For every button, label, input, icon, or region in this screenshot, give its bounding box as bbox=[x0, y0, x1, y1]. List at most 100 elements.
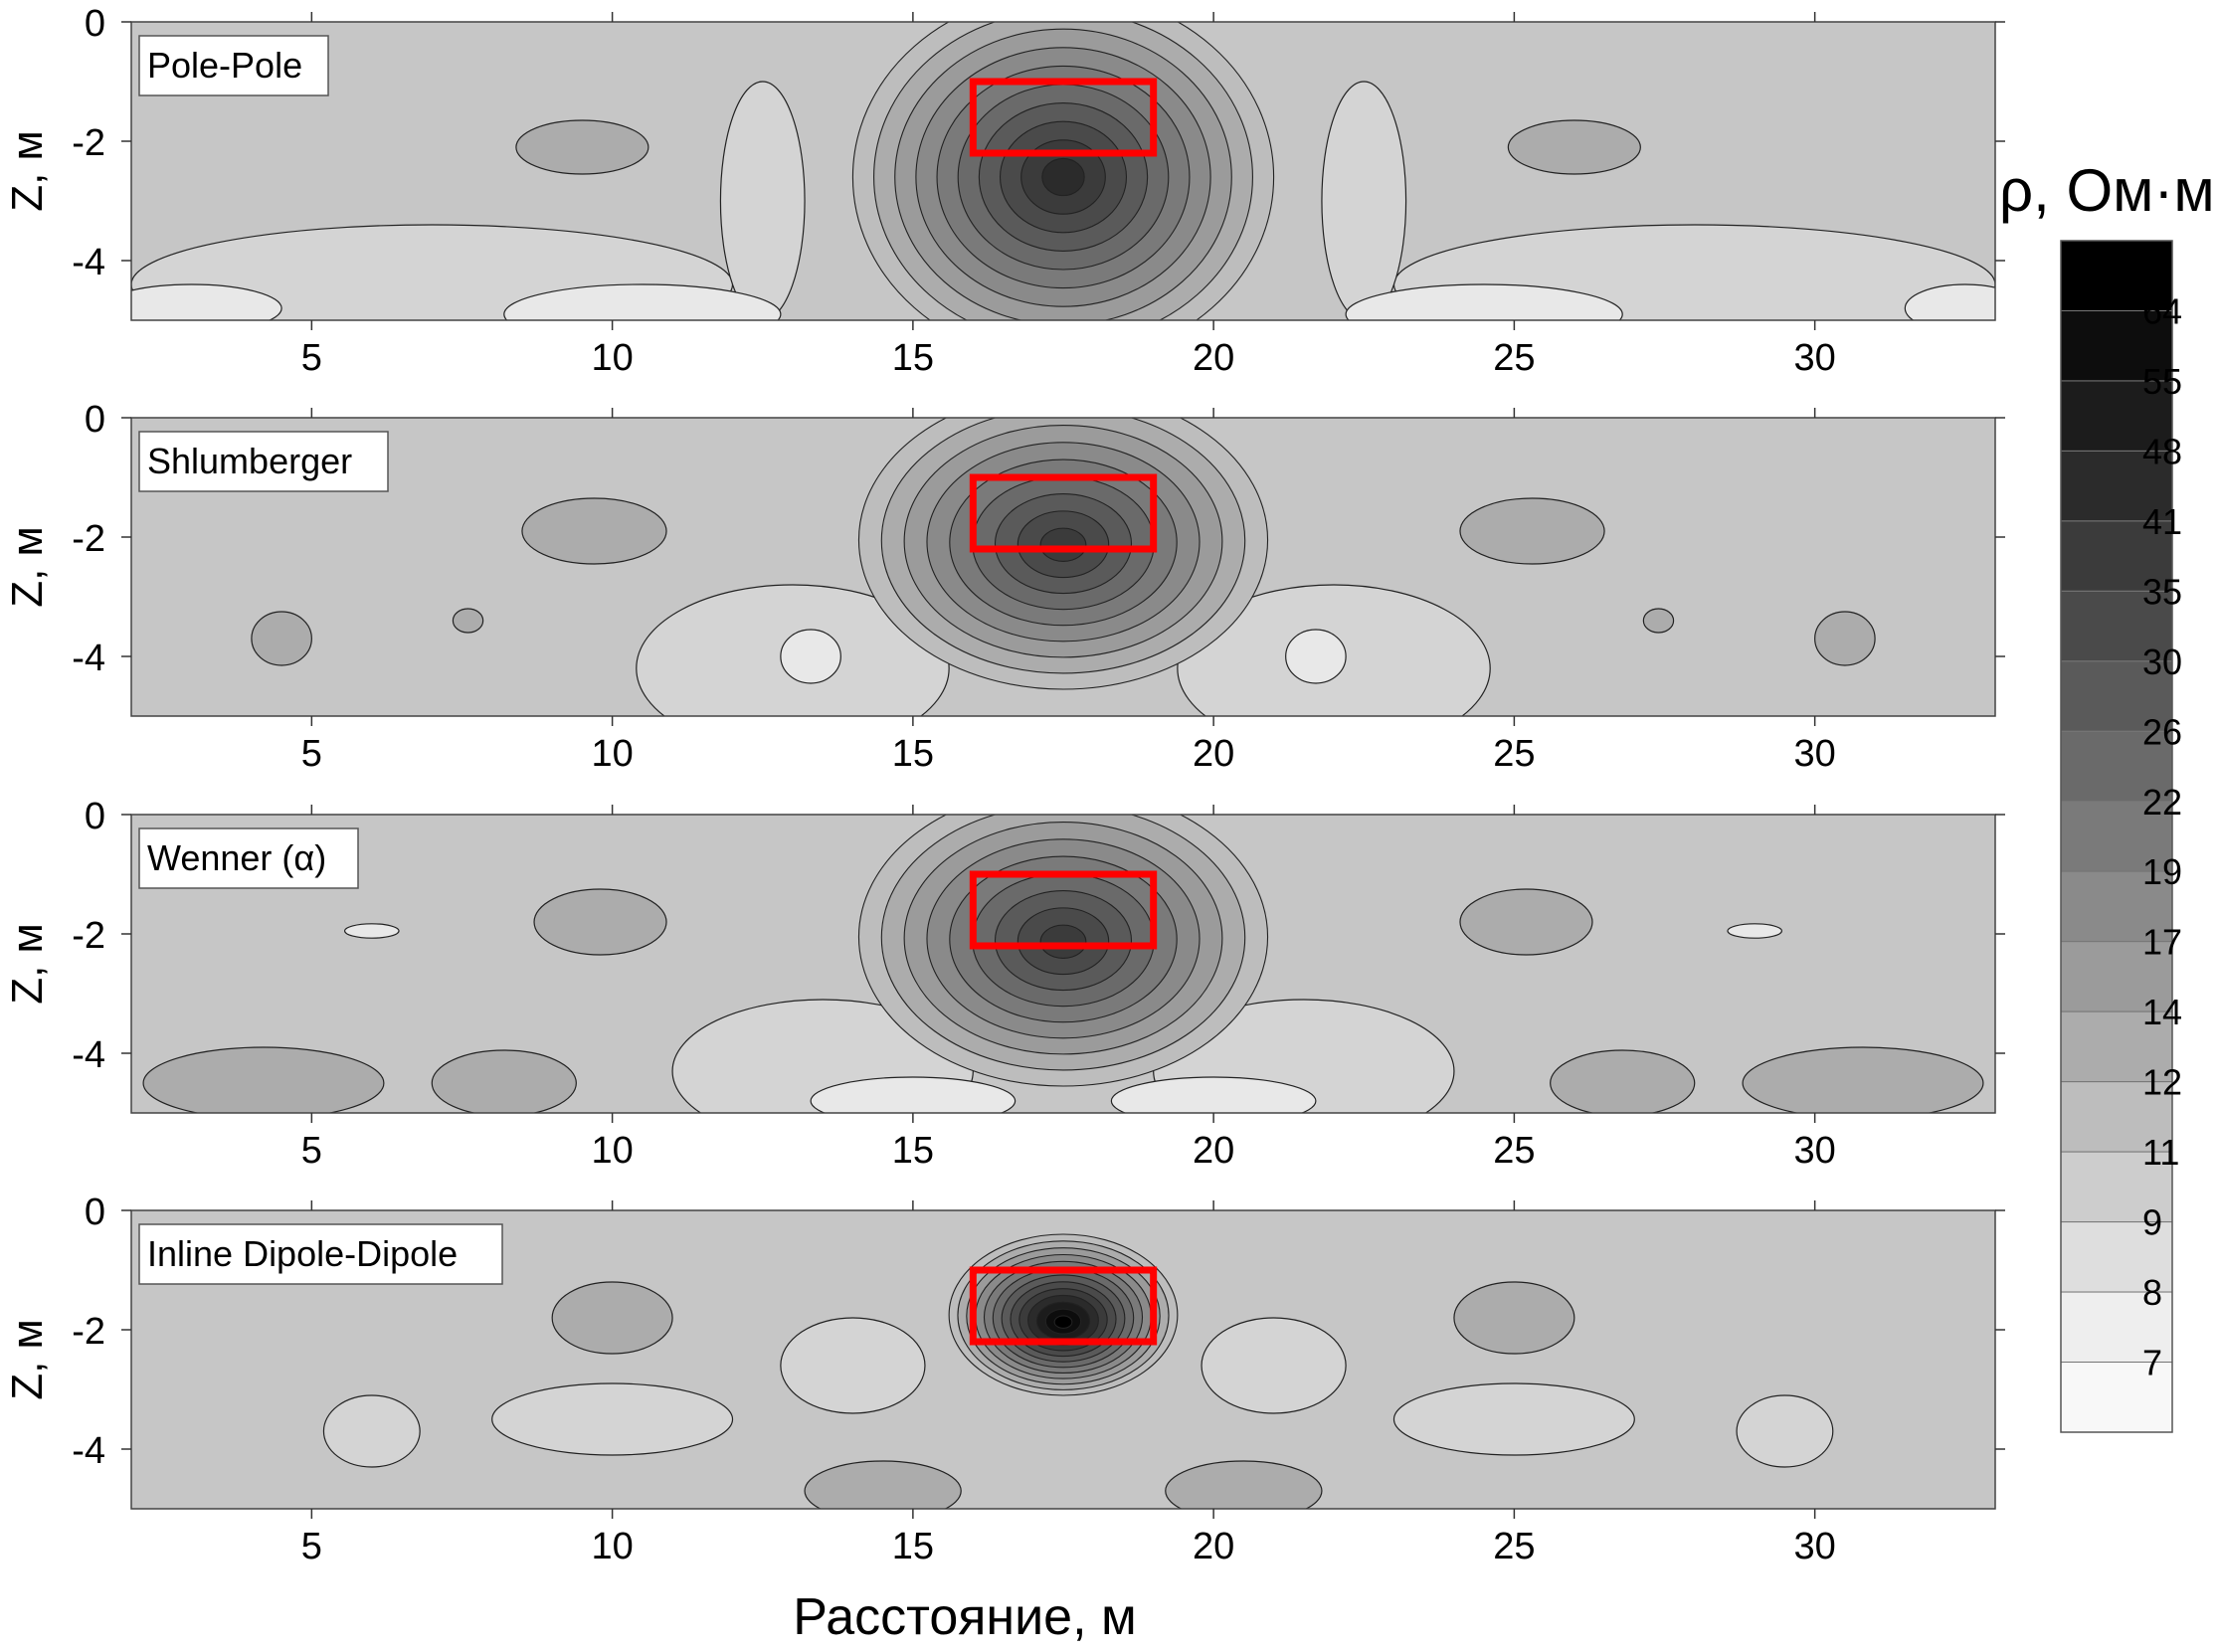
panel-label: Inline Dipole-Dipole bbox=[147, 1233, 458, 1274]
target-box bbox=[969, 473, 1158, 553]
contour-region bbox=[344, 923, 400, 939]
y-tick-label: 0 bbox=[85, 3, 105, 45]
panel-label: Pole-Pole bbox=[147, 45, 302, 86]
x-tick-label: 15 bbox=[892, 1526, 934, 1567]
colorbar-band bbox=[2060, 870, 2173, 943]
y-axis-title: Z, м bbox=[3, 526, 52, 608]
target-box bbox=[969, 78, 1158, 157]
contour-region bbox=[131, 283, 282, 320]
colorbar-band bbox=[2060, 590, 2173, 662]
colorbar-tick-label: 19 bbox=[2142, 851, 2182, 892]
colorbar-tick-label: 55 bbox=[2142, 361, 2182, 402]
contour-region bbox=[1165, 1460, 1323, 1509]
contour-region bbox=[1345, 283, 1623, 320]
y-tick-label: -2 bbox=[72, 915, 105, 957]
target-box bbox=[969, 870, 1158, 950]
y-tick-label: -2 bbox=[72, 518, 105, 560]
contour-region bbox=[251, 611, 312, 666]
contour-region bbox=[780, 629, 841, 684]
panel-2: 5 10 15 20 25 30 0 -2 -4 Z, м Shlumberger bbox=[3, 399, 2005, 775]
x-tick-label: 15 bbox=[892, 1130, 934, 1172]
contour-region bbox=[503, 283, 782, 320]
x-tick-label: 5 bbox=[301, 1130, 322, 1172]
x-tick-label: 10 bbox=[591, 337, 633, 379]
colorbar-tick-label: 11 bbox=[2142, 1132, 2179, 1173]
colorbar-tick-label: 17 bbox=[2142, 922, 2182, 963]
contour-ring bbox=[1039, 527, 1087, 563]
contour-region bbox=[1453, 1281, 1575, 1355]
contour-region bbox=[142, 1046, 385, 1113]
y-tick-label: -4 bbox=[72, 242, 105, 283]
y-tick-label: 0 bbox=[85, 399, 105, 441]
contour-field bbox=[131, 1210, 1995, 1509]
colorbar-band bbox=[2060, 1151, 2173, 1223]
contour-region bbox=[780, 1317, 926, 1414]
panel-1: 5 10 15 20 25 30 0 -2 -4 Z, м Pole-Pole bbox=[3, 3, 2005, 379]
x-tick-label: 25 bbox=[1493, 1130, 1535, 1172]
contour-field bbox=[131, 418, 1995, 716]
panel-label-box bbox=[138, 431, 389, 492]
plot-frame bbox=[130, 1209, 1996, 1510]
y-tick-label: -4 bbox=[72, 1034, 105, 1076]
x-tick-label: 30 bbox=[1794, 337, 1836, 379]
colorbar-tick-label: 41 bbox=[2142, 501, 2182, 542]
contour-region bbox=[551, 1281, 673, 1355]
colorbar-tick-label: 64 bbox=[2142, 290, 2182, 331]
x-tick-label: 20 bbox=[1193, 1130, 1234, 1172]
panel-label-box bbox=[138, 827, 359, 889]
contour-region bbox=[431, 1049, 577, 1113]
contour-region bbox=[1459, 497, 1605, 565]
colorbar-tick-label: 9 bbox=[2142, 1202, 2162, 1243]
x-tick-label: 10 bbox=[591, 733, 633, 775]
colorbar-band bbox=[2060, 240, 2173, 311]
contour-ring bbox=[1041, 157, 1085, 197]
colorbar-tick-label: 48 bbox=[2142, 431, 2182, 471]
contour-region bbox=[1459, 888, 1593, 956]
x-tick-label: 10 bbox=[591, 1130, 633, 1172]
contour-region bbox=[1110, 1076, 1317, 1113]
contour-region bbox=[1904, 283, 1995, 320]
x-tick-label: 25 bbox=[1493, 1526, 1535, 1567]
y-axis-title: Z, м bbox=[3, 923, 52, 1005]
contour-region bbox=[1321, 81, 1407, 320]
x-tick-label: 5 bbox=[301, 337, 322, 379]
colorbar-tick-label: 12 bbox=[2142, 1062, 2182, 1103]
x-tick-label: 20 bbox=[1193, 337, 1234, 379]
colorbar-band bbox=[2060, 520, 2173, 592]
x-tick-label: 20 bbox=[1193, 1526, 1234, 1567]
colorbar-tick-label: 30 bbox=[2142, 642, 2182, 682]
colorbar-band bbox=[2060, 380, 2173, 452]
contour-region bbox=[1742, 1046, 1984, 1113]
contour-ring bbox=[1053, 1315, 1073, 1329]
x-tick-label: 5 bbox=[301, 733, 322, 775]
contour-ring bbox=[1039, 924, 1087, 960]
plot-frame bbox=[130, 21, 1996, 321]
panel-label-box bbox=[138, 35, 329, 96]
contour-field bbox=[131, 22, 1995, 320]
x-tick-label: 25 bbox=[1493, 337, 1535, 379]
contour-region bbox=[491, 1382, 734, 1456]
plot-frame bbox=[130, 814, 1996, 1114]
contour-field bbox=[131, 815, 1995, 1113]
panel-label: Shlumberger bbox=[147, 441, 352, 481]
target-box bbox=[969, 1266, 1158, 1346]
contour-region bbox=[810, 1076, 1017, 1113]
x-tick-label: 15 bbox=[892, 337, 934, 379]
contour-region bbox=[1727, 923, 1782, 939]
y-tick-label: -2 bbox=[72, 1311, 105, 1353]
panel-3: 5 10 15 20 25 30 0 -2 -4 Z, м Wenner (α) bbox=[3, 796, 2005, 1172]
y-tick-label: -4 bbox=[72, 638, 105, 679]
x-tick-label: 5 bbox=[301, 1526, 322, 1567]
plot-frame bbox=[130, 417, 1996, 717]
colorbar-tick-label: 26 bbox=[2142, 711, 2182, 752]
colorbar-title: ρ, Ом·м bbox=[1999, 157, 2215, 224]
contour-region bbox=[804, 1460, 962, 1509]
x-tick-label: 30 bbox=[1794, 733, 1836, 775]
y-tick-label: 0 bbox=[85, 1192, 105, 1233]
contour-region bbox=[521, 497, 667, 565]
colorbar-tick-label: 8 bbox=[2142, 1272, 2162, 1313]
y-axis-title: Z, м bbox=[3, 130, 52, 212]
contour-region bbox=[452, 608, 484, 634]
y-tick-label: -4 bbox=[72, 1430, 105, 1472]
colorbar-band bbox=[2060, 941, 2173, 1012]
